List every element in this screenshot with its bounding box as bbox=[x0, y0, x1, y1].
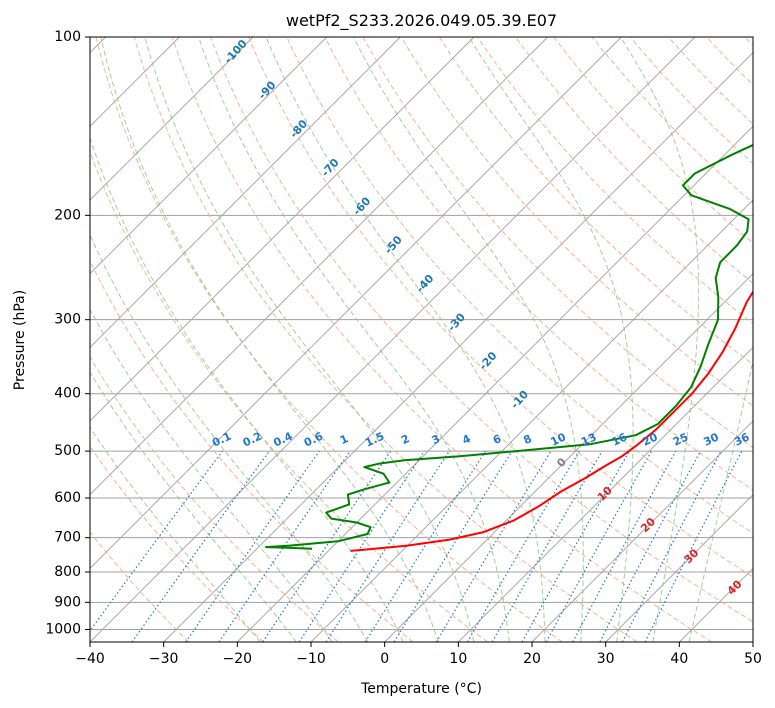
mixing-ratio-line bbox=[644, 450, 743, 642]
x-tick-label: −20 bbox=[223, 651, 253, 667]
dry-adiabat-line bbox=[90, 356, 339, 642]
moist-adiabat-line bbox=[144, 37, 475, 642]
mixing-ratio-line bbox=[90, 450, 223, 632]
isotherm-line bbox=[605, 494, 753, 642]
dry-adiabat-line bbox=[209, 37, 753, 623]
isotherm-line bbox=[531, 420, 753, 642]
y-axis-title: Pressure (hPa) bbox=[12, 290, 28, 390]
mixing-ratio-line bbox=[262, 450, 392, 642]
y-tick-label: 600 bbox=[54, 490, 81, 506]
dry-adiabat-line bbox=[90, 259, 414, 642]
mixing-ratio-line bbox=[131, 450, 270, 642]
background-lines bbox=[90, 37, 753, 642]
x-tick-label: −40 bbox=[75, 651, 105, 667]
axes: −40 −30 −20 −10 0 10 20 30 40 50 100 200 300 400 500 60… bbox=[45, 29, 762, 667]
dry-adiabat-line bbox=[248, 37, 753, 578]
mixing-ratio-line bbox=[545, 450, 653, 642]
mixing-ratio-line bbox=[298, 450, 425, 642]
y-tick-label: 1000 bbox=[45, 621, 81, 637]
mixing-ratio-label: 10 bbox=[549, 430, 569, 448]
moist-adiabat-line bbox=[620, 37, 700, 642]
x-tick-label: 0 bbox=[380, 651, 389, 667]
dewpoint-line bbox=[265, 143, 753, 550]
isotherm-line bbox=[90, 37, 622, 569]
mixing-ratio-label: 13 bbox=[579, 430, 598, 448]
x-tick-label: 40 bbox=[670, 651, 688, 667]
isotherm-line bbox=[90, 37, 548, 496]
x-axis-title: Temperature (°C) bbox=[360, 681, 482, 697]
mixing-ratio-line bbox=[325, 450, 450, 642]
chart-title: wetPf2_S233.2026.049.05.39.E07 bbox=[286, 11, 557, 31]
y-tick-label: 700 bbox=[54, 530, 81, 546]
y-tick-label: 200 bbox=[54, 207, 81, 223]
y-tick-label: 500 bbox=[54, 443, 81, 459]
isotherm-line bbox=[384, 273, 753, 642]
isotherm-line bbox=[458, 346, 753, 642]
dry-adiabat-line bbox=[362, 37, 753, 449]
isotherm-line bbox=[90, 37, 254, 201]
dry-adiabat-line bbox=[171, 37, 712, 642]
y-tick-label: 800 bbox=[54, 564, 81, 580]
mixing-ratio-line bbox=[218, 450, 351, 642]
isotherm-line bbox=[90, 37, 401, 348]
mixing-ratio-line bbox=[393, 450, 513, 642]
mixing-ratio-label: 16 bbox=[610, 430, 630, 448]
mixing-ratio-line bbox=[185, 450, 320, 642]
plot-frame bbox=[89, 36, 754, 643]
dry-adiabat-line bbox=[477, 37, 753, 325]
x-tick-label: −10 bbox=[296, 651, 326, 667]
y-tick-label: 300 bbox=[54, 312, 81, 328]
isotherm-line bbox=[90, 37, 475, 422]
moist-adiabat-line bbox=[100, 37, 439, 642]
dry-adiabat-line bbox=[95, 37, 563, 642]
moist-adiabat-line bbox=[468, 37, 634, 642]
data-profiles bbox=[265, 143, 753, 552]
moist-adiabat-line bbox=[90, 426, 261, 642]
x-tick-label: −30 bbox=[149, 651, 179, 667]
x-tick-label: 30 bbox=[597, 651, 615, 667]
mixing-ratio-line bbox=[521, 450, 631, 642]
dry-adiabat-line bbox=[286, 37, 753, 534]
mixing-ratio-label: 25 bbox=[671, 430, 690, 448]
moist-adiabat-line bbox=[352, 37, 584, 642]
dry-adiabat-line bbox=[90, 150, 488, 642]
y-tick-label: 100 bbox=[54, 29, 81, 45]
plot-area bbox=[90, 37, 753, 642]
mixing-ratio-label: 36 bbox=[732, 430, 752, 448]
moist-adiabat-line bbox=[265, 37, 546, 642]
moist-adiabat-line bbox=[90, 371, 297, 642]
moist-adiabat-line bbox=[198, 37, 510, 642]
dry-adiabat-line bbox=[90, 531, 190, 642]
x-tick-label: 50 bbox=[744, 651, 762, 667]
dry-adiabat-line bbox=[400, 37, 753, 407]
dry-adiabat-line bbox=[515, 37, 753, 284]
dry-adiabat-line bbox=[324, 37, 753, 491]
x-tick-label: 20 bbox=[523, 651, 541, 667]
mixing-ratio-label: 20 bbox=[640, 430, 660, 448]
isotherm-line bbox=[90, 37, 696, 642]
moist-adiabat-line bbox=[90, 233, 369, 642]
x-tick-label: 10 bbox=[449, 651, 467, 667]
mixing-ratio-line bbox=[572, 450, 677, 642]
y-tick-label: 900 bbox=[54, 594, 81, 610]
dry-adiabat-line bbox=[133, 37, 638, 642]
isotherm-line bbox=[90, 37, 327, 275]
moist-adiabat-line bbox=[688, 358, 753, 642]
isotherm-line bbox=[163, 52, 753, 642]
temperature-line bbox=[350, 289, 753, 552]
moist-adiabat-line bbox=[90, 308, 333, 642]
mixing-ratio-label: 30 bbox=[702, 430, 722, 448]
y-tick-label: 400 bbox=[54, 386, 81, 402]
moist-adiabat-line bbox=[90, 136, 404, 642]
